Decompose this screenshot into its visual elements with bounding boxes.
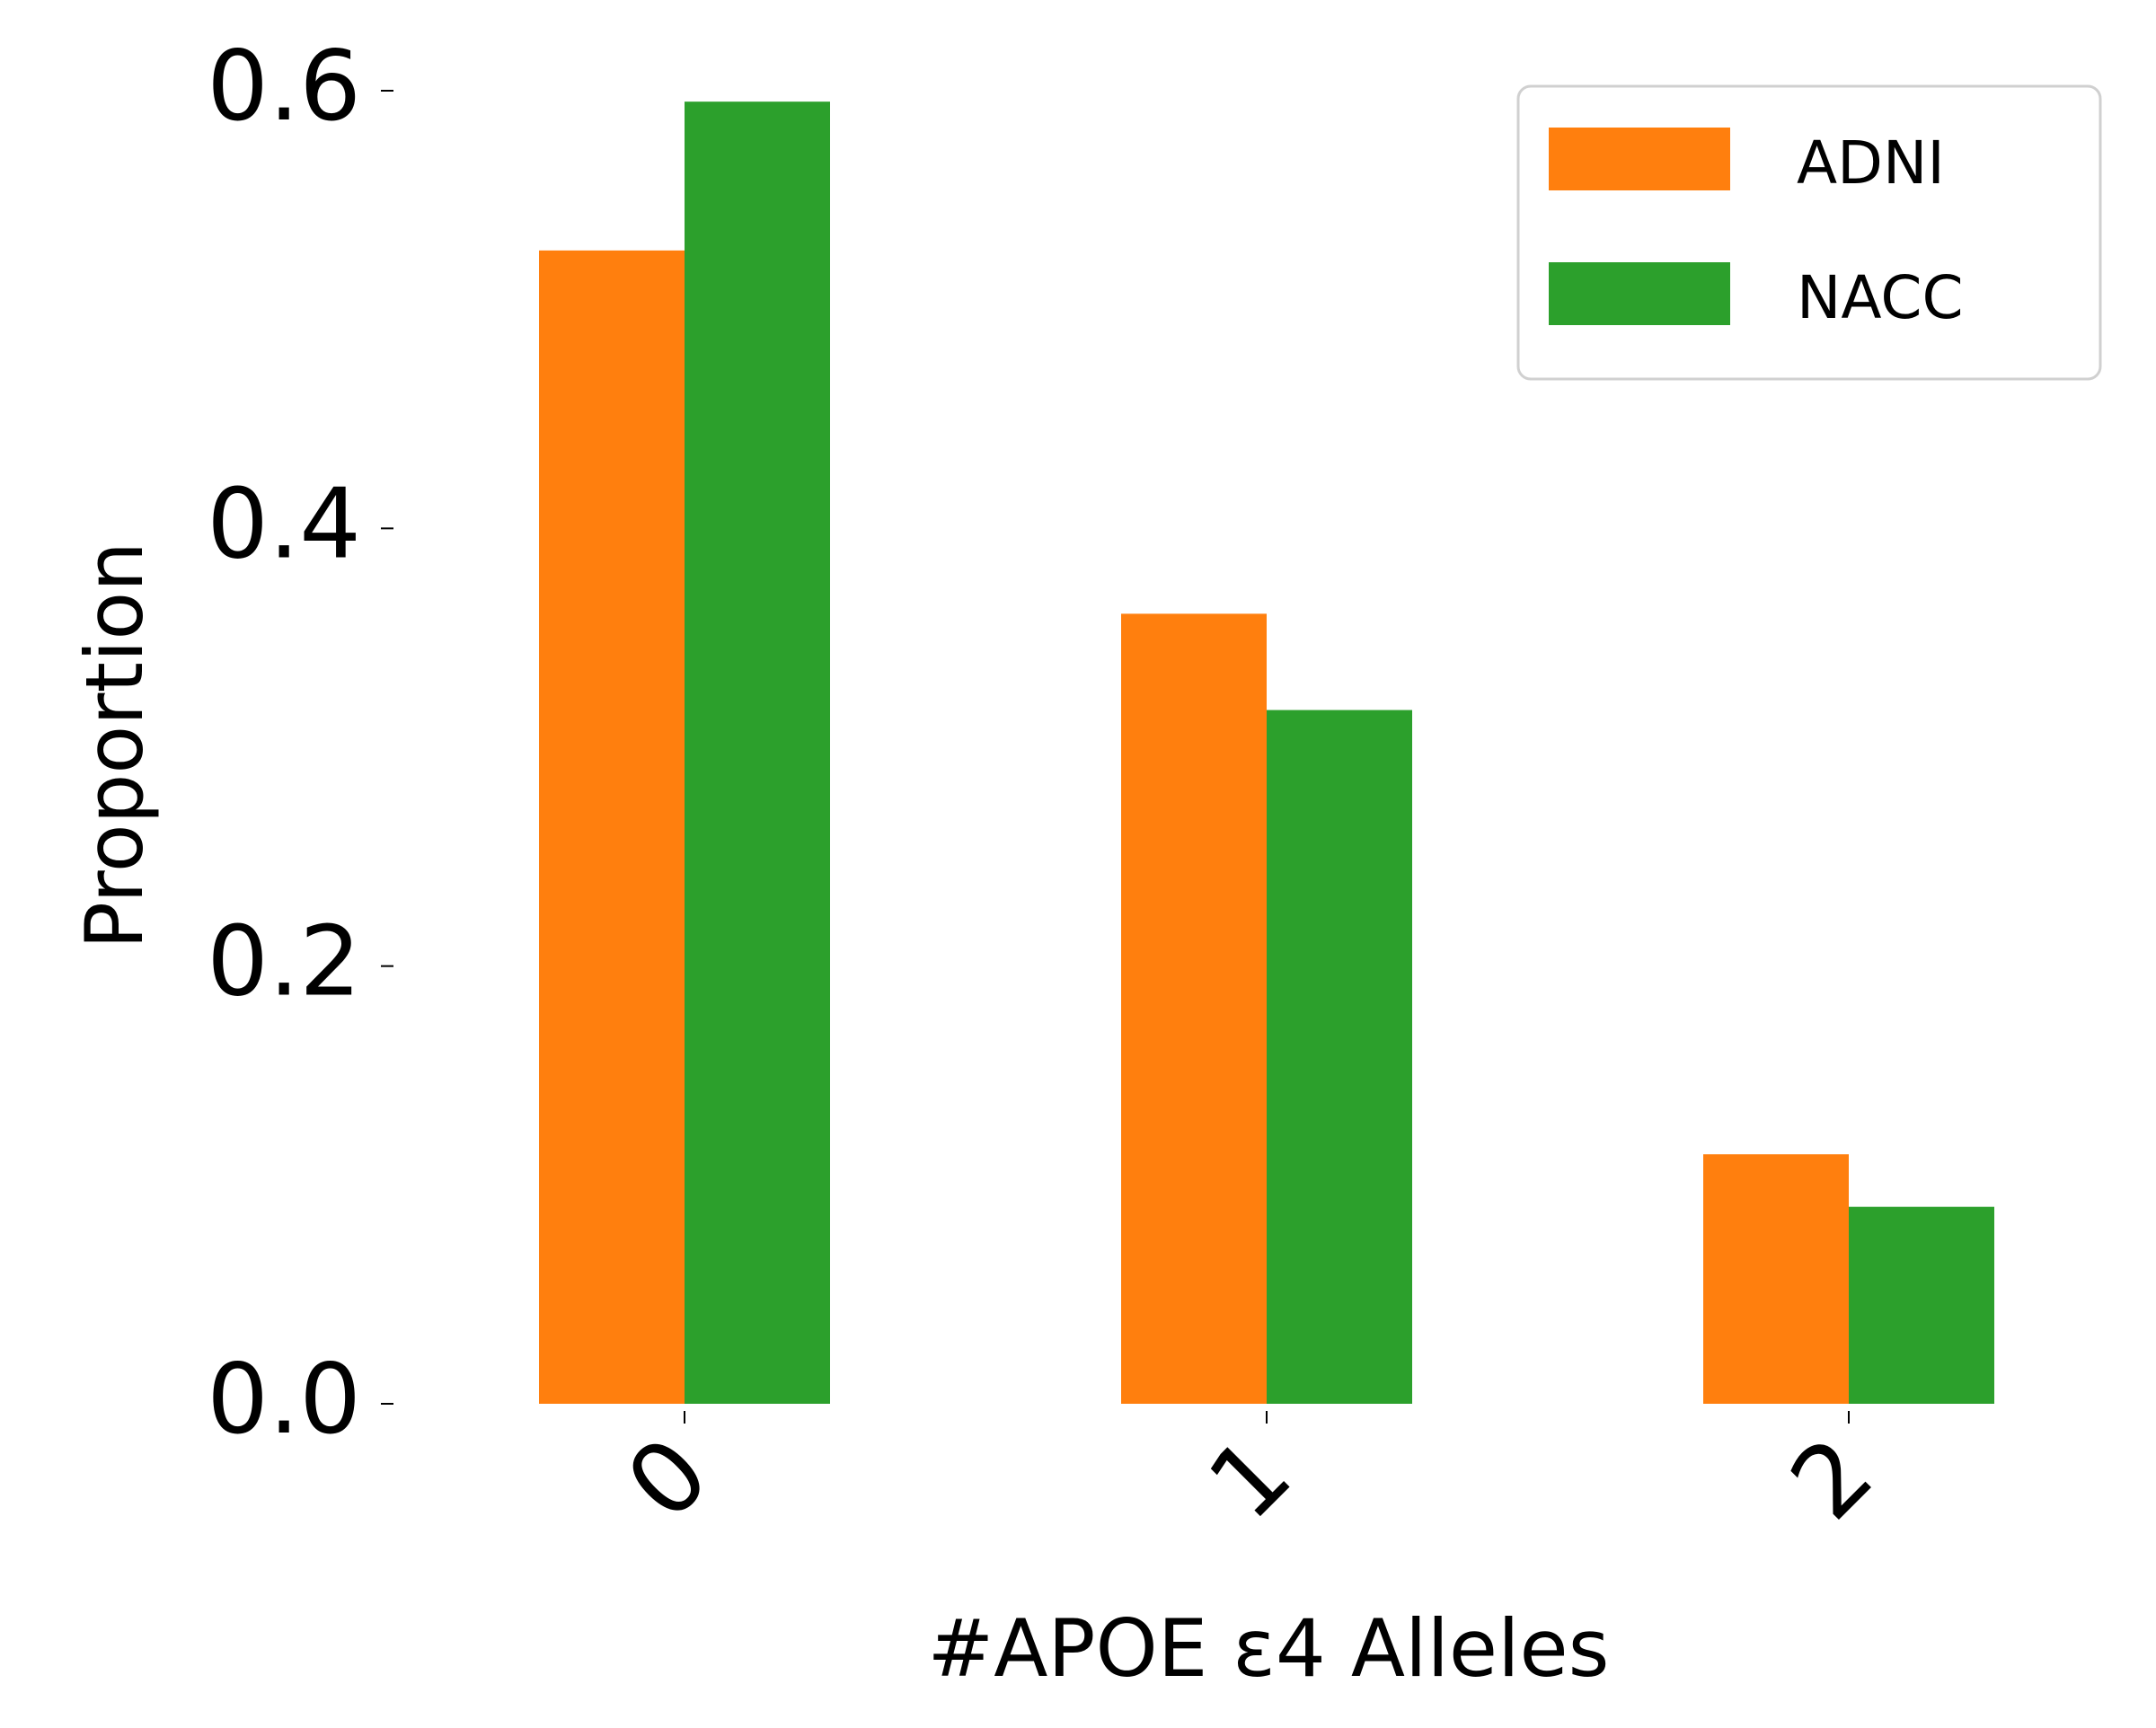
x-tick-label: 1 bbox=[1187, 1415, 1312, 1541]
bar-adni-0 bbox=[539, 250, 685, 1404]
y-tick-label: 0.0 bbox=[207, 1344, 361, 1456]
legend-swatch-nacc bbox=[1549, 262, 1730, 325]
bar-adni-2 bbox=[1703, 1154, 1849, 1404]
bar-nacc-0 bbox=[685, 101, 830, 1404]
legend: ADNI NACC bbox=[1516, 84, 2102, 381]
x-axis: 0 1 2 bbox=[605, 1411, 1895, 1541]
bar-nacc-2 bbox=[1849, 1206, 1994, 1404]
y-tick-label: 0.4 bbox=[207, 468, 361, 580]
legend-label-nacc: NACC bbox=[1797, 263, 1964, 332]
x-tick-label: 2 bbox=[1769, 1415, 1895, 1541]
y-axis: 0.0 0.2 0.4 0.6 bbox=[207, 31, 393, 1456]
x-axis-title: #APOE ε4 Alleles bbox=[927, 1602, 1609, 1695]
bar-adni-1 bbox=[1121, 613, 1267, 1404]
legend-label-adni: ADNI bbox=[1797, 128, 1945, 198]
bars-layer bbox=[539, 101, 1994, 1404]
x-tick-label: 0 bbox=[605, 1415, 730, 1541]
bar-nacc-1 bbox=[1267, 710, 1412, 1404]
y-axis-title: Proportion bbox=[68, 542, 161, 949]
legend-swatch-adni bbox=[1549, 128, 1730, 190]
y-tick-label: 0.2 bbox=[207, 906, 361, 1018]
y-tick-label: 0.6 bbox=[207, 31, 361, 143]
